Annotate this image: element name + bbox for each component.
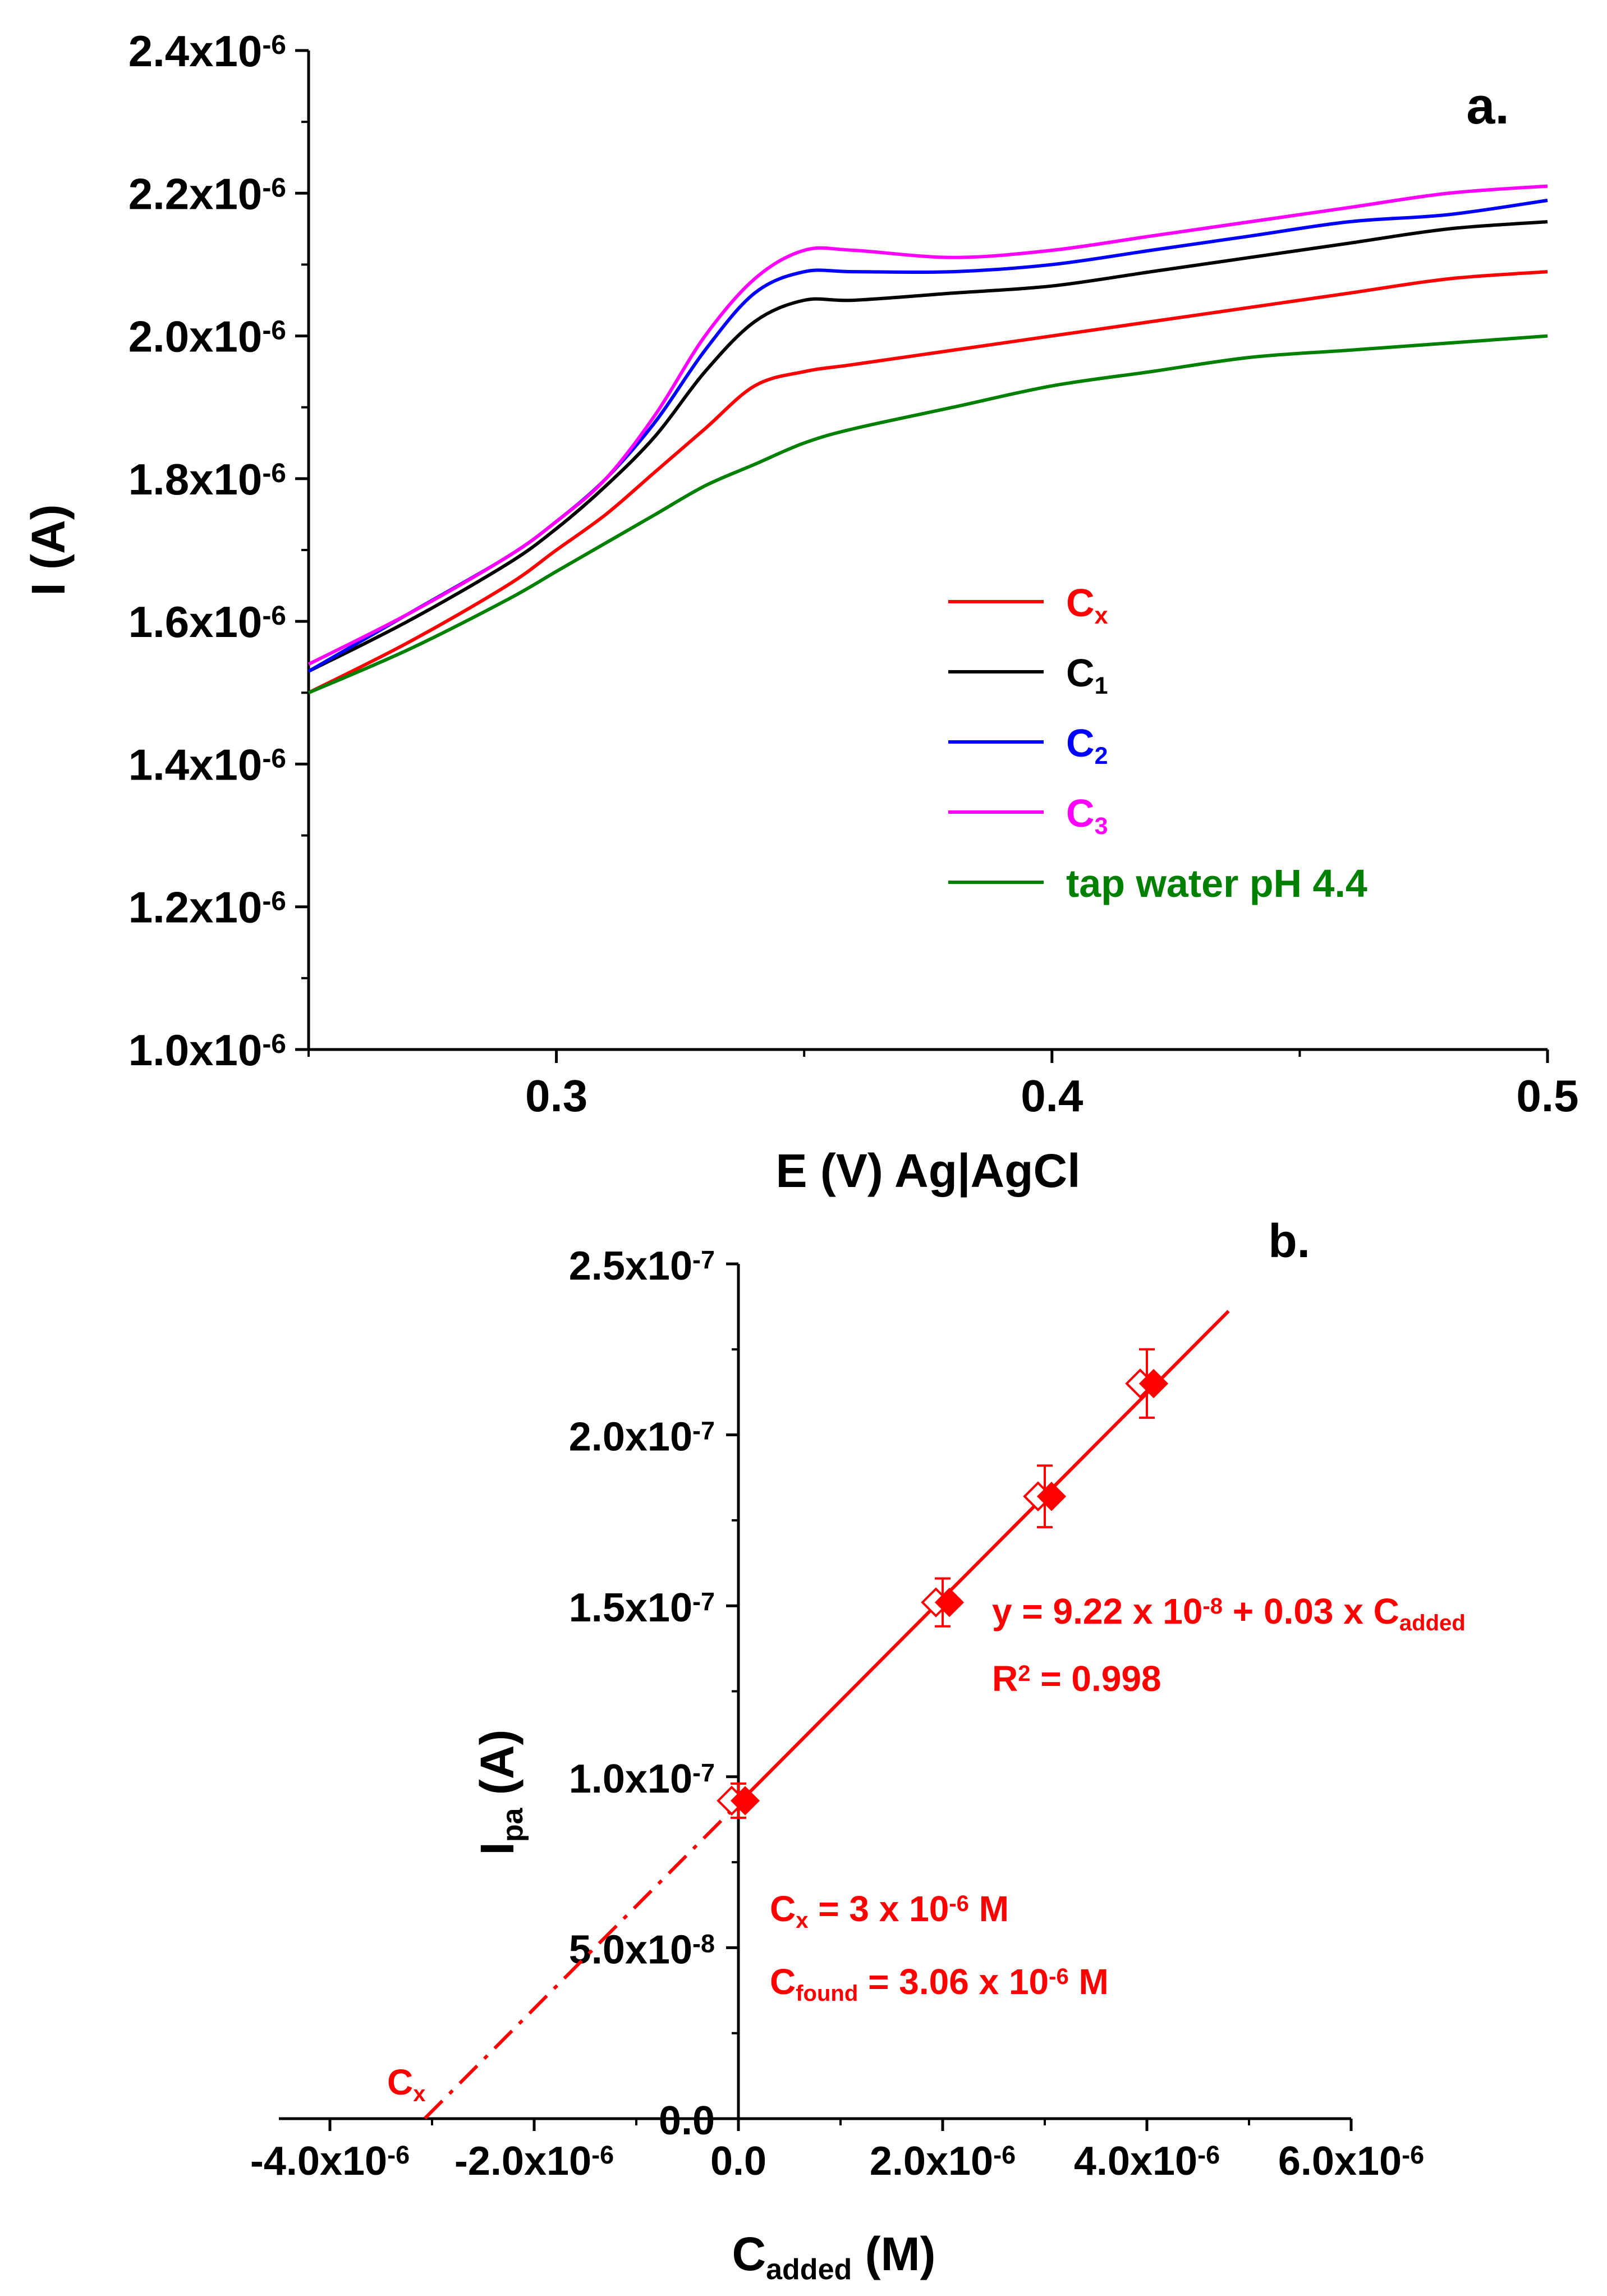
cx-value: Cx = 3 x 10-6 M — [770, 1889, 1009, 1933]
panel-a: 1.0x10-6 1.2x10-6 1.4x10-6 1.6x10-6 1.8x10-6… — [22, 26, 1579, 1198]
series-line-0 — [307, 270, 1548, 694]
y-tick-label: 1.5x10-7 — [569, 1585, 715, 1630]
data-point-filled-2 — [1036, 1482, 1067, 1511]
panel-label-a: a. — [1466, 77, 1509, 135]
legend-label-0: Cx — [1066, 581, 1108, 629]
x-tick-label: 0.5 — [1516, 1071, 1578, 1121]
y-tick-label: 2.5x10-7 — [569, 1244, 715, 1289]
legend-label-1: C1 — [1066, 651, 1108, 699]
x-tick-label: 0.0 — [710, 2139, 766, 2184]
x-tick-label: -2.0x10-6 — [454, 2139, 614, 2184]
y-axis-label: Ipa (A) — [471, 1730, 529, 1855]
fit-equation: y = 9.22 x 10-8 + 0.03 x Cadded — [992, 1591, 1466, 1635]
extrapolation-line — [424, 1802, 740, 2120]
cfound-value: Cfound = 3.06 x 10-6 M — [770, 1962, 1109, 2006]
legend-label-4: tap water pH 4.4 — [1066, 861, 1367, 905]
series-line-2 — [307, 199, 1548, 673]
x-axis-label: E (V) Ag|AgCl — [775, 1144, 1080, 1198]
y-tick-label: 2.4x10-6 — [128, 26, 286, 76]
x-tick-label: 0.4 — [1021, 1071, 1083, 1121]
series-line-3 — [307, 184, 1548, 666]
legend-label-3: C3 — [1066, 791, 1108, 840]
y-tick-label: 1.8x10-6 — [128, 455, 286, 504]
data-point-filled-3 — [1138, 1369, 1169, 1399]
y-tick-label: 2.2x10-6 — [128, 169, 286, 218]
x-tick-label: 4.0x10-6 — [1074, 2139, 1220, 2184]
r-squared: R2 = 0.998 — [992, 1658, 1161, 1699]
y-tick-label: 1.2x10-6 — [128, 883, 286, 932]
x-tick-label: 6.0x10-6 — [1278, 2139, 1424, 2184]
legend-label-2: C2 — [1066, 721, 1108, 769]
y-tick-label: 1.6x10-6 — [128, 597, 286, 647]
series-line-4 — [307, 334, 1548, 695]
y-tick-label: 1.4x10-6 — [128, 740, 286, 789]
y-tick-label: 0.0 — [659, 2098, 715, 2143]
panel-label-b: b. — [1268, 1215, 1310, 1267]
cx-intercept-label: Cx — [387, 2062, 425, 2106]
y-tick-label: 5.0x10-8 — [569, 1927, 715, 1972]
x-axis-label: Cadded (M) — [732, 2228, 935, 2286]
x-tick-label: 2.0x10-6 — [870, 2139, 1016, 2184]
y-tick-label: 1.0x10-7 — [569, 1757, 715, 1802]
data-point-filled-1 — [934, 1587, 965, 1617]
y-tick-label: 2.0x10-7 — [569, 1415, 715, 1460]
panel-b: 0.0 5.0x10-8 1.0x10-7 1.5x10-7 2.0x10-7 2.5x1… — [250, 1215, 1466, 2286]
y-tick-label: 2.0x10-6 — [128, 312, 286, 361]
y-tick-label: 1.0x10-6 — [128, 1025, 286, 1075]
series-line-1 — [307, 220, 1548, 673]
y-axis-label: I (A) — [22, 504, 75, 595]
x-tick-label: 0.3 — [525, 1071, 587, 1121]
x-tick-label: -4.0x10-6 — [250, 2139, 410, 2184]
data-point-filled-0 — [730, 1786, 760, 1816]
